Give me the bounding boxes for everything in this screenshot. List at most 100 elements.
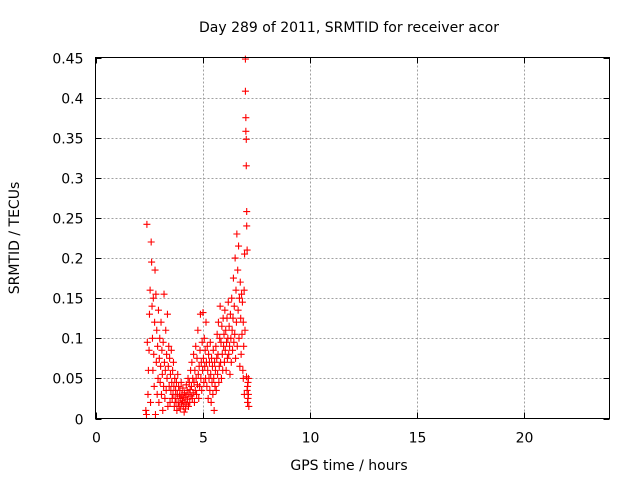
data-point [148, 302, 156, 310]
data-point [177, 378, 185, 386]
data-point [198, 386, 206, 394]
data-point [166, 370, 174, 378]
data-point [148, 258, 156, 266]
data-point [230, 302, 238, 310]
data-point [148, 334, 156, 342]
data-point [212, 386, 220, 394]
data-point [206, 338, 214, 346]
data-point [163, 350, 171, 358]
data-point [163, 374, 171, 382]
data-point [220, 342, 228, 350]
data-point [183, 386, 191, 394]
y-tick-label: 0.3 [61, 172, 83, 188]
data-point [232, 286, 240, 294]
data-point [226, 310, 234, 318]
data-point [215, 378, 223, 386]
tick-labels: 0 5 10 15 20 0 0.05 0.1 0.15 0.2 0.25 0.3 0.35 0.4 0.4… [52, 52, 533, 447]
data-point [150, 350, 158, 358]
data-point [226, 342, 234, 350]
axis-ticks [95, 57, 610, 420]
data-point [236, 362, 244, 370]
data-point [149, 294, 157, 302]
y-tick-label: 0.15 [52, 292, 83, 308]
data-point [218, 322, 226, 330]
data-point [159, 338, 167, 346]
data-point [240, 342, 248, 350]
data-point [156, 378, 164, 386]
data-point [239, 366, 247, 374]
data-point [147, 398, 155, 406]
chart-title: Day 289 of 2011, SRMTID for receiver aco… [199, 20, 499, 36]
data-point [180, 408, 188, 416]
data-point [208, 378, 216, 386]
y-tick-label: 0.35 [52, 132, 83, 148]
data-point [227, 334, 235, 342]
data-point [240, 390, 248, 398]
data-point [239, 318, 247, 326]
data-point [243, 222, 251, 230]
data-point [149, 366, 157, 374]
data-point [160, 290, 168, 298]
data-point [241, 55, 249, 63]
data-point [198, 338, 206, 346]
y-axis-label: SRMTID / TECUs [7, 182, 23, 295]
data-point [164, 362, 172, 370]
data-point [193, 390, 201, 398]
data-point [210, 374, 218, 382]
data-point [242, 373, 250, 381]
data-point [220, 330, 228, 338]
data-point [237, 314, 245, 322]
data-point [238, 298, 246, 306]
data-point [232, 318, 240, 326]
data-point [154, 306, 162, 314]
data-point [214, 318, 222, 326]
data-point [147, 238, 155, 246]
data-point [190, 398, 198, 406]
data-point [225, 350, 233, 358]
data-point [199, 354, 207, 362]
data-points [142, 55, 253, 418]
x-tick-label: 0 [92, 431, 101, 447]
y-tick-label: 0.45 [52, 52, 83, 68]
data-point [201, 362, 209, 370]
data-point [230, 338, 238, 346]
data-point [206, 386, 214, 394]
data-point [171, 374, 179, 382]
data-point [194, 370, 202, 378]
data-point [169, 366, 177, 374]
data-point [144, 390, 152, 398]
data-point [157, 318, 165, 326]
data-point [186, 386, 194, 394]
data-point [155, 354, 163, 362]
data-point [243, 386, 251, 394]
data-point [154, 374, 162, 382]
data-point [188, 358, 196, 366]
data-point [242, 135, 250, 143]
data-point [151, 410, 159, 418]
data-point [235, 242, 243, 250]
data-point [157, 390, 165, 398]
data-point [211, 382, 219, 390]
data-point [234, 306, 242, 314]
x-tick-label: 10 [302, 431, 320, 447]
data-point [214, 370, 222, 378]
data-point [217, 374, 225, 382]
data-point [237, 350, 245, 358]
data-point [164, 402, 172, 410]
data-point [145, 310, 153, 318]
data-point [218, 350, 226, 358]
data-point [192, 342, 200, 350]
data-point [143, 220, 151, 228]
data-point [166, 354, 174, 362]
data-point [202, 318, 210, 326]
data-point [233, 230, 241, 238]
data-point [155, 398, 163, 406]
data-point [174, 370, 182, 378]
data-point [242, 127, 250, 135]
data-point [244, 378, 252, 386]
data-point [188, 394, 196, 402]
data-point [211, 358, 219, 366]
y-tick-label: 0.25 [52, 212, 83, 228]
x-tick-label: 5 [199, 431, 208, 447]
data-point [195, 394, 203, 402]
